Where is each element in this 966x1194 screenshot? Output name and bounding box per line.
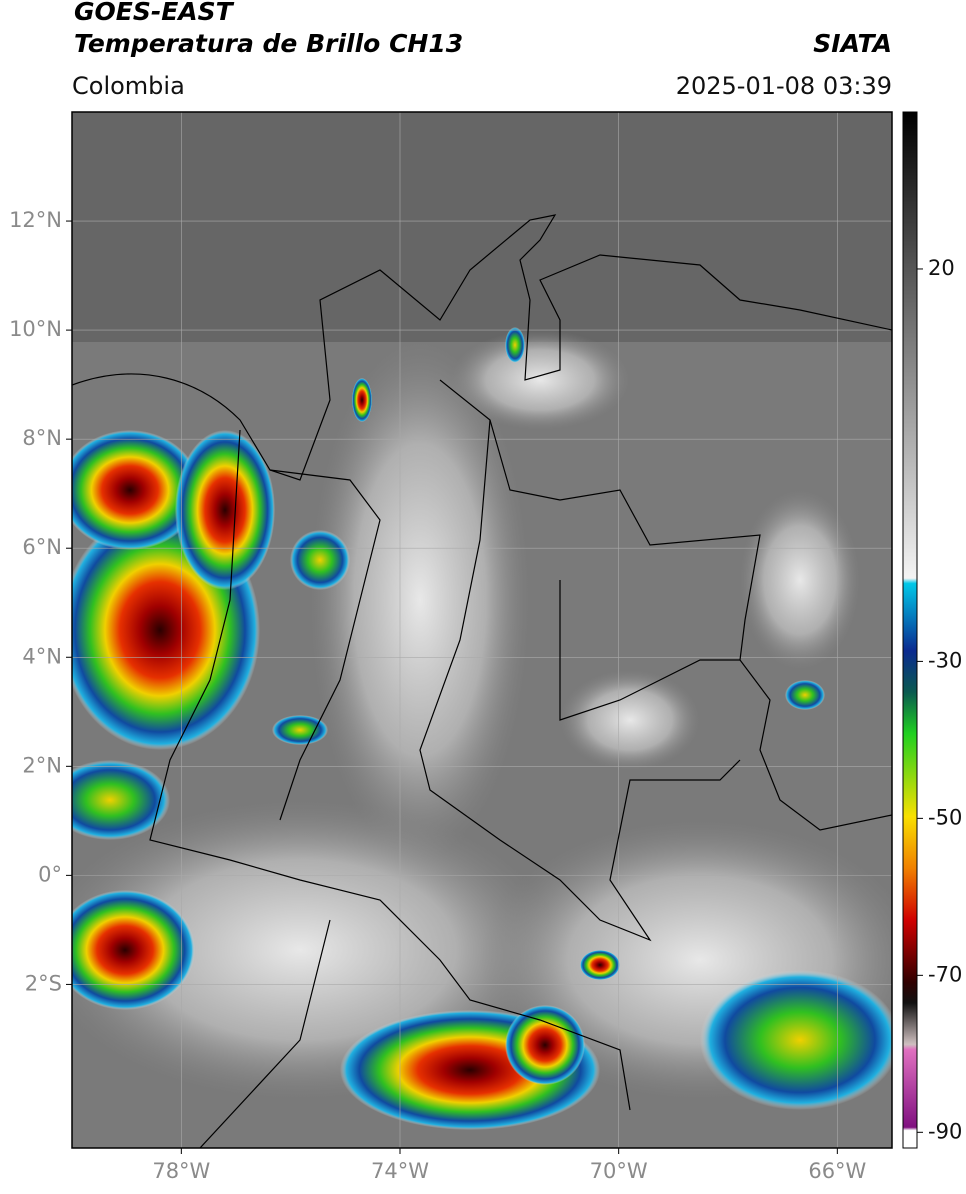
lat-tick-label: 2°N <box>22 753 62 777</box>
colorbar-tick-label: -30 <box>928 648 962 672</box>
map-frame <box>71 111 893 1149</box>
cloud <box>450 330 630 430</box>
storm <box>505 1005 585 1085</box>
cell <box>352 378 372 422</box>
lon-tick-label: 78°W <box>152 1159 210 1183</box>
lon-tick-label: 70°W <box>590 1159 648 1183</box>
storm <box>580 950 620 980</box>
borders <box>72 214 892 1148</box>
cell <box>290 530 350 590</box>
storm <box>72 430 200 550</box>
cloud <box>560 670 700 770</box>
region: Colombia <box>72 72 185 100</box>
colorbar <box>902 111 918 1149</box>
cell <box>700 970 892 1110</box>
border <box>199 919 331 1148</box>
coastline <box>72 214 892 481</box>
title: GOES-EAST <box>74 0 235 26</box>
border <box>559 580 740 721</box>
colorbar-tick-label: -90 <box>928 1119 962 1143</box>
lat-tick-label: 12°N <box>9 208 62 232</box>
border <box>439 379 892 831</box>
lat-tick-label: 0° <box>38 862 62 886</box>
storm <box>175 430 275 590</box>
cell <box>785 680 825 710</box>
lat-tick-label: 4°N <box>22 644 62 668</box>
lat-tick-label: 6°N <box>22 535 62 559</box>
lon-tick-label: 66°W <box>808 1159 866 1183</box>
storm <box>72 890 195 1010</box>
border <box>269 469 381 821</box>
lat-tick-label: 10°N <box>9 317 62 341</box>
datetime: 2025-01-08 03:39 <box>676 72 892 100</box>
border <box>419 419 741 942</box>
sea-dark <box>72 112 892 342</box>
cell <box>505 327 525 363</box>
imagery <box>72 112 892 1148</box>
grid <box>72 112 892 1148</box>
source: SIATA <box>813 29 892 58</box>
lat-tick-label: 2°S <box>25 971 62 995</box>
cell <box>72 760 170 840</box>
ticks: 12°N 10°N 8°N 6°N 4°N 2°N 0° 2°S 78°W 74°W 70°W 66°… <box>9 208 962 1183</box>
border <box>149 429 631 1111</box>
colorbar-tick-label: -70 <box>928 962 962 986</box>
cell <box>272 715 328 745</box>
colorbar-tick-label: 20 <box>928 256 955 280</box>
lat-tick-label: 8°N <box>22 426 62 450</box>
cloud <box>740 490 860 670</box>
colorbar-tick-label: -50 <box>928 805 962 829</box>
cloud <box>310 340 530 860</box>
lon-tick-label: 74°W <box>371 1159 429 1183</box>
subtitle: Temperatura de Brillo CH13 <box>74 29 463 58</box>
